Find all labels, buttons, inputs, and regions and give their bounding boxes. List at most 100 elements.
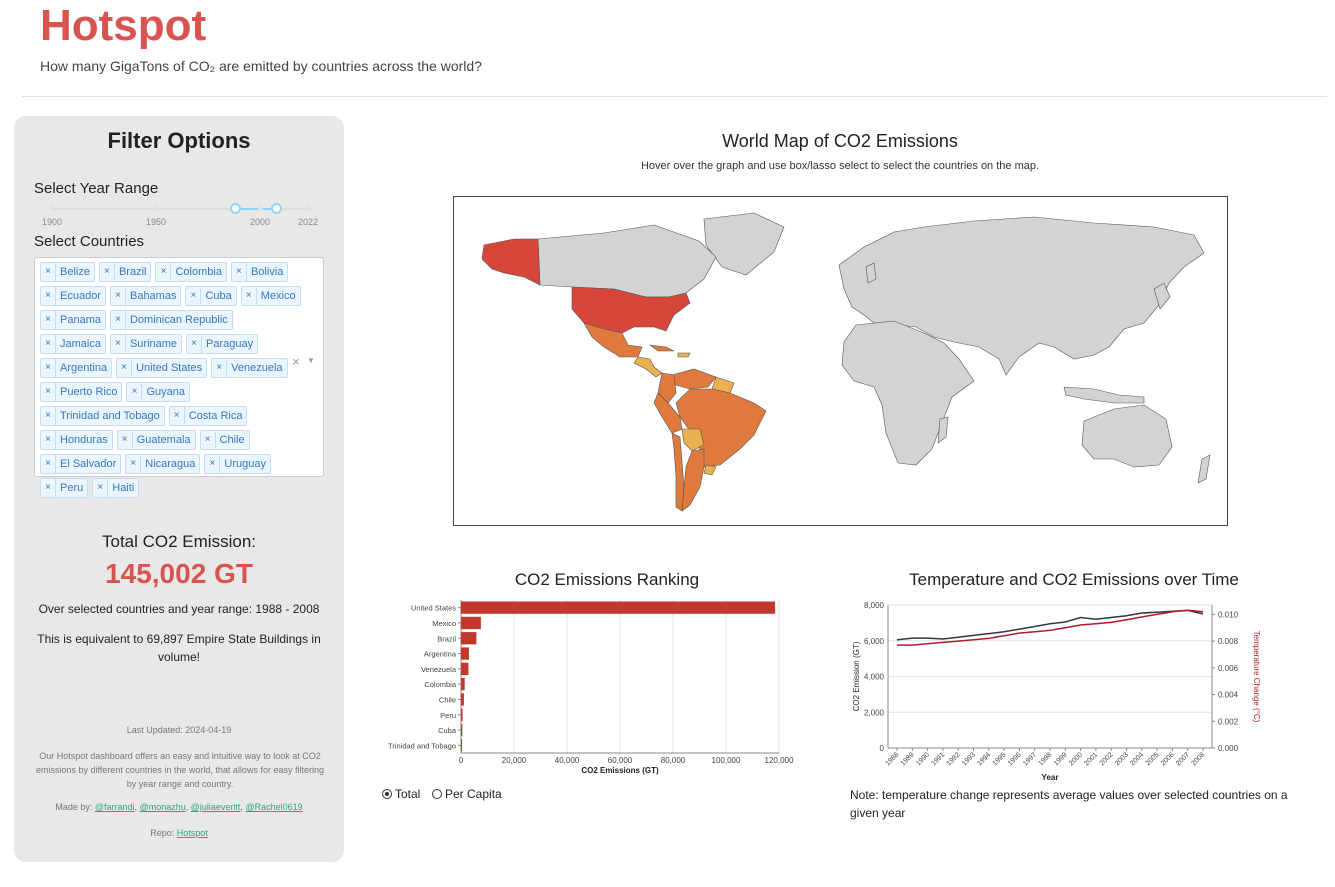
remove-chip-icon[interactable]: × <box>201 431 216 449</box>
remove-chip-icon[interactable]: × <box>205 455 221 473</box>
map-bolivia[interactable] <box>681 428 705 452</box>
country-multiselect[interactable]: × Belize × Brazil × Colombia × Bolivia × Ecuador ×… <box>34 257 324 498</box>
radio-circle-selected[interactable] <box>382 789 392 799</box>
year-range-slider[interactable]: 1900 1950 2000 2022 <box>42 203 318 227</box>
remove-chip-icon[interactable]: × <box>187 335 203 353</box>
country-chip[interactable]: × Puerto Rico <box>40 382 123 402</box>
remove-chip-icon[interactable]: × <box>212 359 228 377</box>
clear-all-icon[interactable]: × <box>292 354 300 369</box>
author-link[interactable]: @monazhu <box>139 802 186 812</box>
map-australia[interactable] <box>1081 404 1173 468</box>
country-chip[interactable]: × Dominican Republic <box>109 310 233 330</box>
remove-chip-icon[interactable]: × <box>41 407 56 425</box>
author-link[interactable]: @Rachel0619 <box>245 802 303 812</box>
emissions-ranking-chart[interactable]: 0 20,000 40,000 60,000 80,000 100,000 120,000 U… <box>382 596 794 782</box>
map-chile[interactable] <box>671 432 685 512</box>
remove-chip-icon[interactable]: × <box>111 311 126 329</box>
map-central-america[interactable] <box>633 356 663 378</box>
map-uruguay[interactable] <box>703 464 717 476</box>
map-new-zealand[interactable] <box>1197 454 1211 484</box>
remove-chip-icon[interactable]: × <box>156 263 172 281</box>
country-chip[interactable]: × Guatemala <box>116 430 196 450</box>
country-chip[interactable]: × Haiti <box>92 478 140 498</box>
map-cuba[interactable] <box>648 344 675 352</box>
country-chip[interactable]: × Bolivia <box>230 262 289 282</box>
country-chip[interactable]: × Belize <box>40 262 95 282</box>
country-chip[interactable]: × Nicaragua <box>125 454 201 474</box>
remove-chip-icon[interactable]: × <box>41 311 56 329</box>
country-chip[interactable]: × Chile <box>199 430 250 450</box>
map-hispaniola[interactable] <box>677 352 691 358</box>
country-chip[interactable]: × Peru <box>40 478 89 498</box>
remove-chip-icon[interactable]: × <box>41 383 56 401</box>
map-greenland[interactable] <box>703 212 785 276</box>
country-chip[interactable]: × Cuba <box>185 286 237 306</box>
country-chip[interactable]: × Bahamas <box>109 286 182 306</box>
map-brazil[interactable] <box>675 388 767 468</box>
total-emission-note: Over selected countries and year range: … <box>38 602 320 616</box>
country-chip[interactable]: × Argentina <box>40 358 113 378</box>
remove-chip-icon[interactable]: × <box>186 287 202 305</box>
remove-chip-icon[interactable]: × <box>126 455 142 473</box>
map-africa[interactable] <box>841 320 975 466</box>
country-chip[interactable]: × Guyana <box>126 382 191 402</box>
map-mexico[interactable] <box>583 322 643 358</box>
country-chip[interactable]: × Uruguay <box>204 454 271 474</box>
remove-chip-icon[interactable]: × <box>41 431 56 449</box>
remove-chip-icon[interactable]: × <box>111 335 126 353</box>
map-peru[interactable] <box>653 392 683 434</box>
remove-chip-icon[interactable]: × <box>93 479 109 497</box>
x-tick-label: 1996 <box>1007 751 1023 767</box>
country-chip[interactable]: × Costa Rica <box>168 406 248 426</box>
radio-total[interactable]: Total <box>382 787 420 801</box>
repo-link[interactable]: Hotspot <box>176 828 208 838</box>
country-chip[interactable]: × El Salvador <box>40 454 122 474</box>
map-venezuela[interactable] <box>671 368 717 390</box>
slider-start-handle[interactable] <box>230 203 241 214</box>
country-chip[interactable]: × Trinidad and Tobago <box>40 406 165 426</box>
remove-chip-icon[interactable]: × <box>118 431 133 449</box>
remove-chip-icon[interactable]: × <box>242 287 257 305</box>
country-chip[interactable]: × Paraguay <box>186 334 259 354</box>
temperature-co2-chart[interactable]: 0 2,000 4,000 6,000 8,000 0.000 0.002 0.004 0.00… <box>846 596 1266 784</box>
country-chip[interactable]: × Ecuador <box>40 286 106 306</box>
remove-chip-icon[interactable]: × <box>41 335 56 353</box>
country-chip[interactable]: × Venezuela <box>211 358 288 378</box>
chevron-down-icon[interactable]: ▼ <box>307 356 315 365</box>
map-alaska[interactable] <box>481 238 541 286</box>
remove-chip-icon[interactable]: × <box>41 263 56 281</box>
world-map-svg[interactable] <box>454 197 1228 526</box>
radio-circle[interactable] <box>432 789 442 799</box>
remove-chip-icon[interactable]: × <box>127 383 143 401</box>
remove-chip-icon[interactable]: × <box>111 287 126 305</box>
map-canada[interactable] <box>537 224 717 298</box>
remove-chip-icon[interactable]: × <box>170 407 185 425</box>
map-argentina[interactable] <box>681 448 705 512</box>
remove-chip-icon[interactable]: × <box>41 287 56 305</box>
x-tick-label: 1992 <box>946 751 962 767</box>
slider-end-handle[interactable] <box>271 203 282 214</box>
map-uk[interactable] <box>865 262 877 284</box>
map-colombia[interactable] <box>657 372 677 404</box>
country-chip[interactable]: × Jamaica <box>40 334 106 354</box>
country-chip[interactable]: × Brazil <box>98 262 152 282</box>
map-japan[interactable] <box>1153 282 1171 310</box>
author-link[interactable]: @farrandi <box>94 802 135 812</box>
remove-chip-icon[interactable]: × <box>41 479 56 497</box>
remove-chip-icon[interactable]: × <box>41 455 56 473</box>
world-map[interactable] <box>453 196 1228 526</box>
remove-chip-icon[interactable]: × <box>100 263 115 281</box>
remove-chip-icon[interactable]: × <box>232 263 247 281</box>
map-madagascar[interactable] <box>937 416 949 444</box>
remove-chip-icon[interactable]: × <box>41 359 56 377</box>
country-chip[interactable]: × United States <box>116 358 208 378</box>
country-chip[interactable]: × Colombia <box>155 262 227 282</box>
map-indonesia[interactable] <box>1063 386 1145 404</box>
country-chip[interactable]: × Honduras <box>40 430 113 450</box>
country-chip[interactable]: × Suriname <box>109 334 183 354</box>
author-link[interactable]: @juliaeveritt <box>190 802 241 812</box>
radio-per-capita[interactable]: Per Capita <box>432 787 502 801</box>
country-chip[interactable]: × Mexico <box>240 286 301 306</box>
country-chip[interactable]: × Panama <box>40 310 106 330</box>
remove-chip-icon[interactable]: × <box>117 359 133 377</box>
